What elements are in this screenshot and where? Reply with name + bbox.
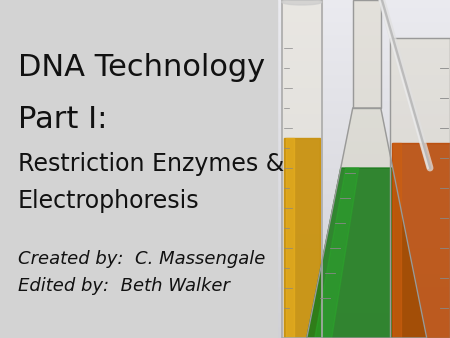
Text: Edited by:  Beth Walker: Edited by: Beth Walker (18, 276, 230, 295)
Bar (284, 138, 320, 338)
Text: DNA Technology: DNA Technology (18, 53, 265, 82)
Bar (282, 0, 322, 338)
Bar (353, 0, 381, 108)
Text: Electrophoresis: Electrophoresis (18, 189, 200, 213)
Text: Part I:: Part I: (18, 105, 108, 135)
Polygon shape (307, 168, 427, 338)
Polygon shape (315, 168, 359, 338)
Ellipse shape (282, 0, 322, 5)
Bar (390, 38, 450, 338)
Text: Restriction Enzymes &: Restriction Enzymes & (18, 152, 284, 176)
Bar (282, 0, 322, 338)
Text: Created by:  C. Massengale: Created by: C. Massengale (18, 249, 266, 268)
Bar (286, 138, 294, 338)
Bar (392, 143, 450, 338)
Polygon shape (307, 108, 427, 338)
Bar (353, 0, 381, 108)
Bar (393, 143, 401, 338)
Bar (0, 0, 277, 338)
Bar (390, 38, 450, 338)
